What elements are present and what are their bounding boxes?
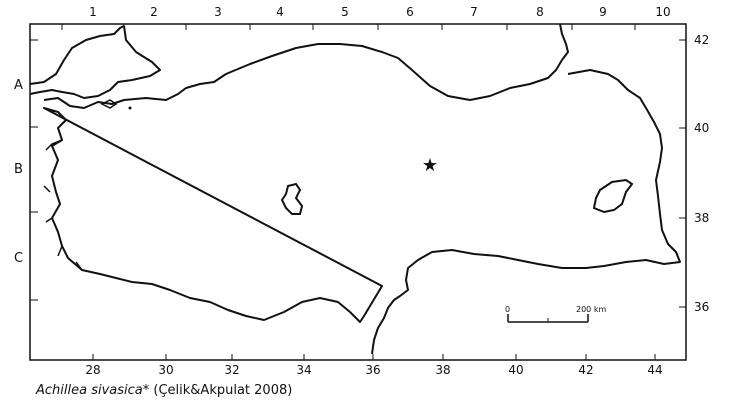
column-label: 1	[89, 5, 97, 19]
longitude-label: 36	[365, 363, 380, 377]
species-name: Achillea sivasica*	[36, 383, 150, 398]
column-label: 9	[599, 5, 607, 19]
top-ticks	[61, 24, 636, 30]
thrace-coast	[29, 25, 161, 99]
column-label: 6	[406, 5, 414, 19]
scale-end-label: 200 km	[576, 305, 606, 314]
marmara-islet	[128, 106, 132, 110]
row-label: C	[14, 251, 23, 266]
longitude-label: 40	[508, 363, 523, 377]
locality-star-icon: ★	[422, 155, 438, 176]
longitude-label: 38	[435, 363, 450, 377]
latitude-label: 40	[694, 121, 709, 135]
right-ticks	[679, 39, 686, 308]
country-outline	[43, 23, 681, 355]
marmara-island	[100, 99, 118, 109]
aegean-coast	[43, 139, 83, 271]
scale-start-label: 0	[505, 305, 510, 314]
column-label: 5	[341, 5, 349, 19]
column-label: 10	[655, 5, 670, 19]
lake-van	[592, 178, 634, 214]
lake-tuz	[280, 182, 304, 215]
scale-bar: 0 200 km	[505, 305, 606, 323]
latitude-label: 38	[694, 211, 709, 225]
column-label: 4	[276, 5, 284, 19]
citation: (Çelik&Akpulat 2008)	[149, 383, 293, 398]
longitude-labels: 28 30 32 34 36 38 40 42 44	[85, 363, 662, 377]
longitude-label: 32	[224, 363, 239, 377]
column-label: 7	[470, 5, 478, 19]
longitude-label: 34	[296, 363, 311, 377]
longitude-label: 28	[85, 363, 100, 377]
row-label: B	[14, 162, 23, 177]
row-labels: A B C	[14, 78, 23, 266]
latitude-label: 36	[694, 300, 709, 314]
longitude-label: 30	[158, 363, 173, 377]
column-label: 2	[150, 5, 158, 19]
bottom-ticks	[92, 354, 656, 360]
longitude-label: 44	[647, 363, 662, 377]
longitude-label: 42	[578, 363, 593, 377]
left-ticks	[30, 39, 38, 301]
column-label: 3	[214, 5, 222, 19]
row-label: A	[14, 78, 23, 93]
latitude-label: 42	[694, 33, 709, 47]
column-label: 8	[536, 5, 544, 19]
map-frame	[29, 23, 687, 361]
column-labels: 1 2 3 4 5 6 7 8 9 10	[89, 5, 670, 19]
latitude-labels: 42 40 38 36	[694, 33, 709, 314]
map-caption: Achillea sivasica* (Çelik&Akpulat 2008)	[36, 383, 292, 398]
